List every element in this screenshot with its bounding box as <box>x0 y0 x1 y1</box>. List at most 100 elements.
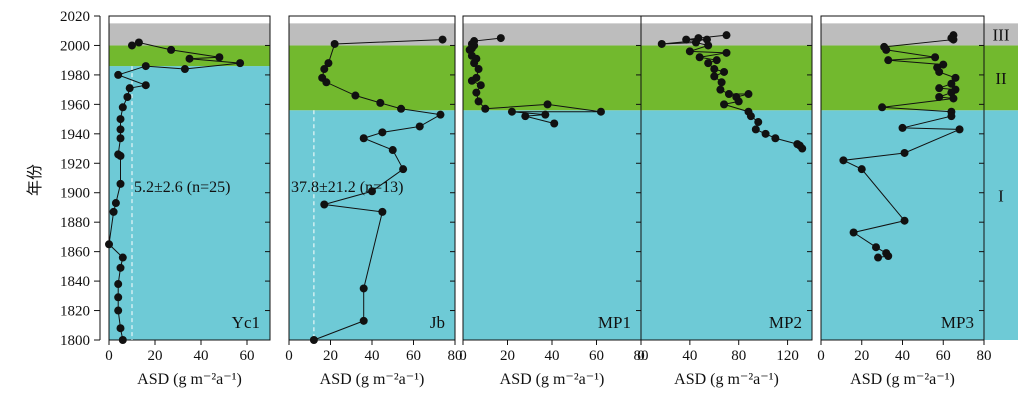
data-point <box>330 39 339 48</box>
zone-label-I: I <box>998 187 1004 206</box>
data-point <box>596 107 605 116</box>
zone-II-band <box>463 45 641 111</box>
data-point <box>541 110 550 119</box>
data-point <box>935 93 944 101</box>
data-point <box>359 316 368 325</box>
data-point <box>180 65 189 74</box>
y-axis: 1800 1820 1840 1860 1880 1900 1920 1940 1960 1980… <box>60 9 101 349</box>
x-axis-label: ASD (g m⁻²a⁻¹) <box>674 371 779 388</box>
data-point <box>320 65 329 74</box>
data-point <box>236 59 245 68</box>
data-point <box>438 35 447 44</box>
data-point <box>704 59 713 68</box>
x-tick-label: 0 <box>285 348 293 364</box>
data-point <box>116 263 125 272</box>
data-point <box>900 148 909 157</box>
x-tick-label: 0 <box>637 348 645 364</box>
data-point <box>324 59 333 68</box>
x-tick-label: 80 <box>634 348 649 364</box>
data-point <box>951 73 960 82</box>
zone-I-band <box>289 110 455 340</box>
data-point <box>839 156 848 165</box>
panel-label: MP1 <box>598 313 631 332</box>
data-point <box>114 293 123 302</box>
data-point <box>872 243 881 252</box>
data-point <box>481 104 490 113</box>
zone-label-III: III <box>993 25 1010 44</box>
data-point <box>351 91 360 100</box>
data-point <box>543 100 552 109</box>
y-tick-label: 1940 <box>60 127 90 143</box>
data-point <box>695 53 704 62</box>
data-point <box>128 41 136 50</box>
data-point <box>884 252 893 261</box>
data-point <box>322 78 331 87</box>
y-tick-label: 1980 <box>60 68 90 84</box>
data-point <box>467 76 476 85</box>
x-axis-label: ASD (g m⁻²a⁻¹) <box>137 371 242 388</box>
y-tick-label: 1860 <box>60 245 90 261</box>
data-point <box>710 65 719 74</box>
panel-label: MP2 <box>769 313 802 332</box>
data-point <box>388 146 397 155</box>
data-point <box>722 31 731 40</box>
data-point <box>710 72 719 81</box>
panel-label: Yc1 <box>232 313 260 332</box>
y-tick-label: 1900 <box>60 186 90 202</box>
x-tick-label: 80 <box>977 348 992 364</box>
data-point <box>436 110 445 119</box>
data-point <box>704 41 713 50</box>
x-tick-label: 40 <box>895 348 910 364</box>
data-point <box>399 165 408 174</box>
data-point <box>496 34 505 43</box>
data-point <box>898 123 907 132</box>
panel-yc1: 0 20 40 60 ASD (g m⁻²a⁻¹) Yc1 5.2±2.6 (n=25) <box>105 15 271 388</box>
zone-I-band <box>641 110 812 340</box>
zone-bands <box>109 23 1018 340</box>
x-tick-label: 0 <box>105 348 113 364</box>
data-point <box>118 103 127 112</box>
data-point <box>882 45 891 54</box>
data-point <box>309 336 318 344</box>
data-point <box>720 67 729 76</box>
x-tick-label: 20 <box>500 348 515 364</box>
data-point <box>935 84 944 93</box>
x-tick-label: 40 <box>545 348 560 364</box>
data-point <box>717 78 726 87</box>
data-point <box>947 79 956 88</box>
data-point <box>939 60 948 69</box>
data-point <box>141 62 150 71</box>
x-tick-label: 60 <box>936 348 951 364</box>
y-axis-label: 年份 <box>26 164 44 196</box>
data-point <box>716 85 725 94</box>
data-point <box>114 70 123 79</box>
x-tick-label: 60 <box>589 348 604 364</box>
x-tick-label: 120 <box>776 348 799 364</box>
panel-label: Jb <box>430 313 445 332</box>
y-tick-label: 2020 <box>60 9 90 25</box>
data-point <box>141 81 150 90</box>
data-point <box>476 81 485 90</box>
data-point <box>116 115 125 124</box>
data-point <box>474 97 483 106</box>
panel-label: MP3 <box>941 313 974 332</box>
data-point <box>376 98 385 107</box>
zone-I-band <box>821 110 1018 340</box>
zone-label-II: II <box>995 69 1007 88</box>
data-point <box>712 56 721 65</box>
data-point <box>105 240 113 249</box>
x-tick-label: 60 <box>240 348 255 364</box>
data-point <box>215 53 224 62</box>
data-point <box>359 134 368 143</box>
panels: 0 20 40 60 ASD (g m⁻²a⁻¹) Yc1 5.2±2.6 (n=25) 0 2… <box>105 15 992 388</box>
data-point <box>474 65 483 74</box>
data-point <box>134 38 143 47</box>
data-point <box>368 187 376 196</box>
x-tick-label: 40 <box>194 348 209 364</box>
x-tick-label: 80 <box>731 348 746 364</box>
x-axis-label: ASD (g m⁻²a⁻¹) <box>850 371 955 388</box>
data-point <box>118 336 127 344</box>
